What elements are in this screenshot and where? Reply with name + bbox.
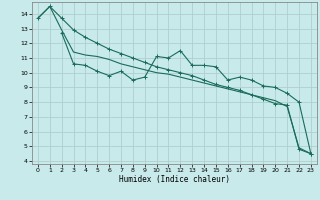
X-axis label: Humidex (Indice chaleur): Humidex (Indice chaleur) xyxy=(119,175,230,184)
